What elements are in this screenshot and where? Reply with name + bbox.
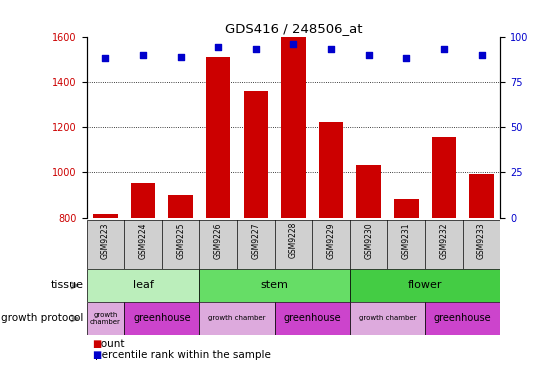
Text: growth chamber: growth chamber bbox=[359, 315, 416, 321]
FancyBboxPatch shape bbox=[200, 302, 274, 335]
FancyBboxPatch shape bbox=[274, 302, 350, 335]
Point bbox=[326, 46, 335, 52]
FancyBboxPatch shape bbox=[350, 302, 425, 335]
Text: GSM9232: GSM9232 bbox=[439, 222, 448, 258]
Text: GSM9230: GSM9230 bbox=[364, 222, 373, 259]
Text: tissue: tissue bbox=[51, 280, 84, 291]
Text: GSM9226: GSM9226 bbox=[214, 222, 223, 258]
Text: GSM9223: GSM9223 bbox=[101, 222, 110, 258]
Text: growth chamber: growth chamber bbox=[209, 315, 266, 321]
Point bbox=[139, 52, 148, 57]
Point bbox=[439, 46, 448, 52]
Point bbox=[252, 46, 260, 52]
Text: ■: ■ bbox=[92, 351, 102, 361]
Bar bbox=[206, 57, 230, 218]
Text: GSM9231: GSM9231 bbox=[402, 222, 411, 258]
Text: GSM9225: GSM9225 bbox=[176, 222, 185, 258]
FancyBboxPatch shape bbox=[87, 220, 500, 269]
FancyBboxPatch shape bbox=[87, 302, 124, 335]
Point bbox=[402, 55, 411, 61]
FancyBboxPatch shape bbox=[350, 269, 500, 302]
Bar bbox=[93, 214, 117, 218]
Bar bbox=[394, 198, 419, 218]
Text: GSM9228: GSM9228 bbox=[289, 222, 298, 258]
Text: growth
chamber: growth chamber bbox=[90, 312, 121, 325]
Text: flower: flower bbox=[408, 280, 442, 291]
Text: GSM9233: GSM9233 bbox=[477, 222, 486, 259]
Text: GSM9227: GSM9227 bbox=[252, 222, 260, 258]
Text: GSM9224: GSM9224 bbox=[139, 222, 148, 258]
Point bbox=[214, 45, 222, 51]
Bar bbox=[470, 173, 494, 218]
Bar bbox=[244, 91, 268, 218]
FancyBboxPatch shape bbox=[124, 302, 200, 335]
Text: growth protocol: growth protocol bbox=[2, 313, 84, 324]
Text: ■: ■ bbox=[92, 340, 102, 350]
Bar bbox=[319, 122, 343, 218]
Text: greenhouse: greenhouse bbox=[133, 313, 191, 324]
Point bbox=[477, 52, 486, 57]
Bar bbox=[168, 195, 193, 218]
Point bbox=[289, 41, 298, 47]
Point bbox=[101, 55, 110, 61]
Text: greenhouse: greenhouse bbox=[283, 313, 341, 324]
Bar bbox=[357, 165, 381, 218]
Bar bbox=[281, 36, 306, 218]
FancyBboxPatch shape bbox=[200, 269, 350, 302]
FancyBboxPatch shape bbox=[87, 269, 200, 302]
Bar bbox=[131, 183, 155, 218]
Text: stem: stem bbox=[260, 280, 288, 291]
Text: count: count bbox=[95, 340, 125, 350]
Bar bbox=[432, 137, 456, 218]
Text: leaf: leaf bbox=[132, 280, 154, 291]
Title: GDS416 / 248506_at: GDS416 / 248506_at bbox=[225, 22, 362, 36]
Point bbox=[176, 53, 185, 59]
Text: GSM9229: GSM9229 bbox=[326, 222, 335, 258]
Point bbox=[364, 52, 373, 57]
Text: percentile rank within the sample: percentile rank within the sample bbox=[95, 351, 271, 361]
FancyBboxPatch shape bbox=[425, 302, 500, 335]
Text: greenhouse: greenhouse bbox=[434, 313, 491, 324]
